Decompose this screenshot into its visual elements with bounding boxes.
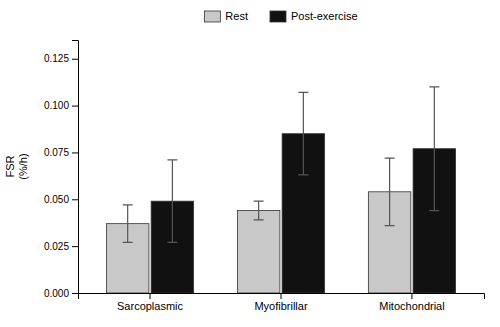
- y-tick-mark: [72, 106, 78, 107]
- x-tick: Sarcoplasmic: [117, 293, 184, 312]
- y-axis-line: [72, 41, 79, 294]
- x-tick-mark: [281, 293, 282, 299]
- y-tick: 0.025: [44, 241, 78, 252]
- error-bar: [254, 201, 264, 220]
- x-axis: Sarcoplasmic Myofibrillar Mitochondrial: [79, 293, 485, 312]
- error-bar: [123, 205, 133, 242]
- x-tick-mark: [150, 293, 151, 299]
- chart: 0.000 0.025 0.050 0.075 0.100 0.125 Sarcoplasm…: [0, 0, 500, 327]
- y-tick-label: 0.100: [44, 100, 69, 111]
- y-tick: 0.125: [44, 53, 78, 64]
- y-axis-title-line: FSR: [4, 155, 16, 177]
- error-bar: [429, 87, 439, 211]
- y-tick: 0.000: [44, 288, 78, 299]
- x-tick: Mitochondrial: [379, 293, 444, 312]
- y-tick-mark: [72, 59, 78, 60]
- legend-item: Rest: [204, 10, 248, 22]
- y-tick-mark: [72, 246, 78, 247]
- y-tick: 0.100: [44, 100, 78, 111]
- legend-item: Post-exercise: [270, 10, 358, 22]
- x-tick: Myofibrillar: [254, 293, 308, 312]
- plot: 0.000 0.025 0.050 0.075 0.100 0.125 Sarcoplasm…: [4, 41, 485, 312]
- legend-label: Post-exercise: [291, 10, 358, 22]
- y-axis-title-line: (%/h): [17, 153, 29, 179]
- y-tick-mark: [72, 199, 78, 200]
- y-tick-label: 0.000: [44, 288, 69, 299]
- y-tick: 0.075: [44, 147, 78, 158]
- error-bar: [167, 160, 177, 242]
- legend: Rest Post-exercise: [204, 10, 357, 22]
- bar: [237, 211, 279, 293]
- y-tick-label: 0.025: [44, 241, 69, 252]
- legend-swatch: [204, 11, 220, 22]
- error-bar: [385, 158, 395, 225]
- y-tick: 0.050: [44, 194, 78, 205]
- y-tick-mark: [72, 152, 78, 153]
- x-tick-label: Myofibrillar: [254, 300, 308, 312]
- y-tick-label: 0.125: [44, 53, 69, 64]
- y-axis: 0.000 0.025 0.050 0.075 0.100 0.125: [44, 41, 79, 299]
- series: [106, 158, 410, 293]
- y-axis-title: FSR(%/h): [4, 153, 29, 179]
- y-tick-label: 0.050: [44, 194, 69, 205]
- error-bar: [298, 92, 308, 174]
- legend-swatch: [270, 11, 286, 22]
- legend-label: Rest: [225, 10, 248, 22]
- series: [151, 87, 455, 293]
- x-tick-label: Sarcoplasmic: [117, 300, 184, 312]
- y-tick-mark: [72, 293, 78, 294]
- x-tick-label: Mitochondrial: [379, 300, 444, 312]
- y-tick-label: 0.075: [44, 147, 69, 158]
- marks: [106, 87, 455, 293]
- x-axis-line: [79, 294, 485, 300]
- x-tick-mark: [411, 293, 412, 299]
